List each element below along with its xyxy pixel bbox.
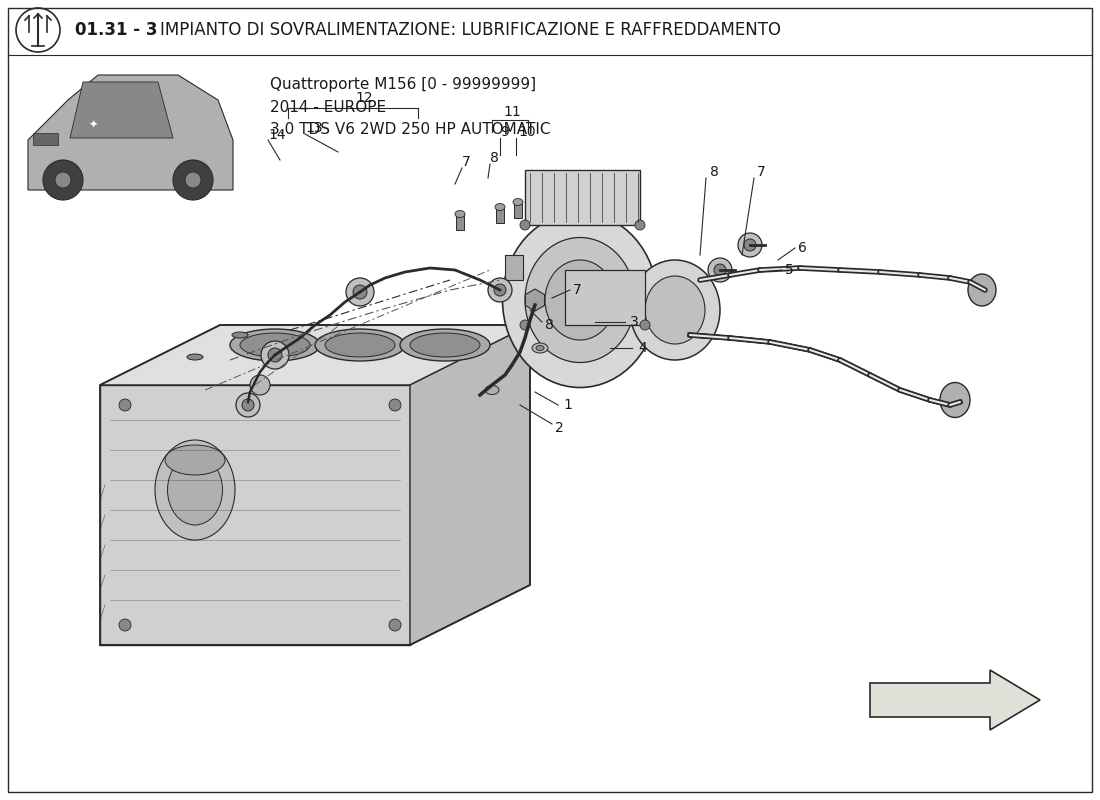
Ellipse shape: [315, 329, 405, 361]
Bar: [496, 207, 504, 223]
Text: IMPIANTO DI SOVRALIMENTAZIONE: LUBRIFICAZIONE E RAFFREDDAMENTO: IMPIANTO DI SOVRALIMENTAZIONE: LUBRIFICA…: [160, 21, 781, 39]
Circle shape: [708, 258, 732, 282]
Text: 2: 2: [556, 421, 563, 435]
Ellipse shape: [495, 203, 505, 210]
Circle shape: [55, 172, 72, 188]
Ellipse shape: [400, 329, 490, 361]
Ellipse shape: [544, 260, 615, 340]
Ellipse shape: [230, 329, 320, 361]
Bar: [565, 270, 645, 325]
Text: 3: 3: [630, 315, 639, 329]
Ellipse shape: [513, 198, 522, 206]
Polygon shape: [410, 325, 530, 645]
Polygon shape: [100, 325, 530, 385]
Text: 6: 6: [798, 241, 807, 255]
Circle shape: [494, 284, 506, 296]
Ellipse shape: [525, 238, 635, 362]
Ellipse shape: [536, 346, 544, 350]
Circle shape: [389, 399, 402, 411]
Text: 8: 8: [544, 318, 554, 332]
Text: 12: 12: [355, 91, 373, 105]
Ellipse shape: [165, 445, 226, 475]
Bar: [456, 214, 464, 230]
Circle shape: [744, 239, 756, 251]
Circle shape: [353, 285, 367, 299]
Text: 11: 11: [503, 105, 520, 119]
Text: 7: 7: [462, 155, 471, 169]
Text: 7: 7: [573, 283, 582, 297]
Circle shape: [268, 348, 282, 362]
Circle shape: [389, 619, 402, 631]
Polygon shape: [100, 385, 410, 645]
Text: 7: 7: [757, 165, 766, 179]
Text: 8: 8: [490, 151, 499, 165]
Circle shape: [173, 160, 213, 200]
Text: 2014 - EUROPE: 2014 - EUROPE: [270, 101, 386, 115]
Text: 01.31 - 3: 01.31 - 3: [75, 21, 163, 39]
Text: 4: 4: [638, 341, 647, 355]
Circle shape: [520, 220, 530, 230]
Text: 13: 13: [305, 121, 322, 135]
Text: 3.0 TDS V6 2WD 250 HP AUTOMATIC: 3.0 TDS V6 2WD 250 HP AUTOMATIC: [270, 122, 550, 138]
Polygon shape: [28, 75, 233, 190]
Circle shape: [43, 160, 82, 200]
Ellipse shape: [503, 213, 658, 387]
Circle shape: [250, 375, 270, 395]
Ellipse shape: [485, 386, 499, 394]
Ellipse shape: [232, 332, 248, 338]
Circle shape: [738, 233, 762, 257]
Text: 14: 14: [268, 128, 286, 142]
Ellipse shape: [532, 343, 548, 353]
Ellipse shape: [455, 210, 465, 218]
Circle shape: [346, 278, 374, 306]
Ellipse shape: [324, 333, 395, 357]
Circle shape: [714, 264, 726, 276]
Polygon shape: [70, 82, 173, 138]
Ellipse shape: [187, 354, 204, 360]
Ellipse shape: [940, 382, 970, 418]
Polygon shape: [870, 670, 1040, 730]
Bar: [505, 255, 522, 280]
Ellipse shape: [167, 455, 222, 525]
Circle shape: [119, 619, 131, 631]
Text: 5: 5: [785, 263, 794, 277]
Ellipse shape: [630, 260, 720, 360]
Circle shape: [236, 393, 260, 417]
Ellipse shape: [527, 294, 543, 306]
Bar: [514, 202, 522, 218]
Text: 9: 9: [500, 125, 509, 139]
Ellipse shape: [240, 333, 310, 357]
Circle shape: [185, 172, 201, 188]
Circle shape: [261, 341, 289, 369]
Ellipse shape: [645, 276, 705, 344]
Circle shape: [640, 320, 650, 330]
Text: 10: 10: [518, 125, 536, 139]
Text: ✦: ✦: [88, 120, 98, 130]
Circle shape: [242, 399, 254, 411]
Text: Quattroporte M156 [0 - 99999999]: Quattroporte M156 [0 - 99999999]: [270, 78, 536, 93]
Text: 8: 8: [710, 165, 719, 179]
Circle shape: [488, 278, 512, 302]
Ellipse shape: [968, 274, 996, 306]
Bar: [33, 133, 58, 145]
Circle shape: [119, 399, 131, 411]
Circle shape: [635, 220, 645, 230]
Text: 1: 1: [563, 398, 572, 412]
Ellipse shape: [410, 333, 480, 357]
Circle shape: [520, 320, 530, 330]
Bar: [525, 170, 640, 225]
Ellipse shape: [155, 440, 235, 540]
